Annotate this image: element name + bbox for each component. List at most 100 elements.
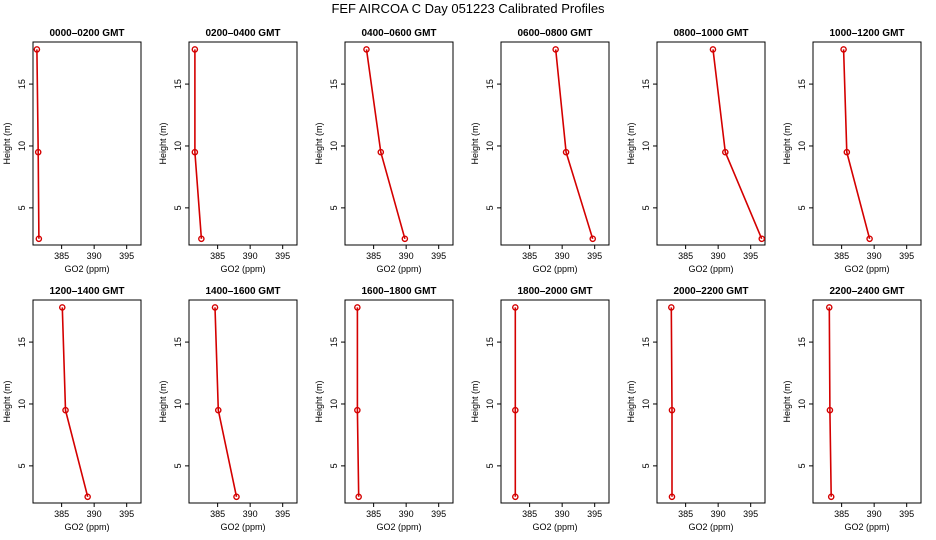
y-axis-label: Height (m) [158, 380, 168, 422]
series-line [214, 307, 238, 497]
profile-panel: 0800–1000 GMT 385 390 395 5 10 15 GO2 (ppm) Heig… [626, 28, 766, 274]
panel-title: 2000–2200 GMT [673, 286, 748, 297]
x-tick-label: 395 [899, 251, 914, 261]
x-tick-label: 385 [210, 251, 225, 261]
x-tick-label: 390 [555, 251, 570, 261]
plot-frame [344, 41, 454, 246]
data-point [58, 304, 66, 311]
x-tick-label: 395 [899, 509, 914, 519]
x-axis-label: GO2 (ppm) [220, 522, 265, 532]
x-axis-label: GO2 (ppm) [64, 264, 109, 274]
x-tick-label: 395 [119, 509, 134, 519]
panel-title: 1800–2000 GMT [517, 286, 592, 297]
y-tick-label: 10 [641, 141, 651, 151]
x-tick-label: 395 [431, 509, 446, 519]
y-tick-label: 10 [797, 399, 807, 409]
y-tick-label: 5 [173, 463, 183, 468]
x-tick-label: 390 [711, 251, 726, 261]
y-tick-label: 5 [329, 463, 339, 468]
x-tick-label: 395 [743, 509, 758, 519]
y-tick-label: 5 [797, 205, 807, 210]
y-tick-label: 10 [641, 399, 651, 409]
x-tick-label: 395 [431, 251, 446, 261]
y-axis-label: Height (m) [470, 380, 480, 422]
plot-frame [500, 299, 610, 504]
profile-panel: 1800–2000 GMT 385 390 395 5 10 15 GO2 (ppm) Heig… [470, 286, 610, 532]
data-point [589, 235, 597, 243]
panel-title: 0200–0400 GMT [205, 28, 280, 39]
plot-frame [188, 299, 298, 504]
plot-frame [344, 299, 454, 504]
y-axis-label: Height (m) [314, 122, 324, 164]
data-point [562, 148, 570, 156]
x-tick-label: 385 [522, 509, 537, 519]
y-axis-label: Height (m) [626, 380, 636, 422]
x-tick-label: 390 [711, 509, 726, 519]
y-tick-label: 15 [797, 337, 807, 347]
x-tick-label: 390 [555, 509, 570, 519]
x-axis-label: GO2 (ppm) [64, 522, 109, 532]
data-point [401, 235, 409, 243]
data-point [233, 493, 240, 501]
x-axis-label: GO2 (ppm) [844, 522, 889, 532]
data-point [866, 235, 873, 243]
data-point [827, 493, 835, 501]
series-line [356, 307, 360, 497]
x-tick-label: 385 [366, 251, 381, 261]
y-tick-label: 5 [485, 205, 495, 210]
panel-title: 0600–0800 GMT [517, 28, 592, 39]
x-tick-label: 390 [87, 509, 102, 519]
plot-frame [32, 299, 142, 504]
x-tick-label: 390 [867, 251, 882, 261]
data-point [758, 235, 766, 243]
panel-title: 0400–0600 GMT [361, 28, 436, 39]
y-tick-label: 5 [17, 463, 27, 468]
data-point [62, 406, 69, 414]
y-axis-label: Height (m) [2, 380, 12, 422]
plot-frame [500, 41, 610, 246]
data-point [363, 46, 370, 53]
plot-frame [812, 299, 922, 504]
x-tick-label: 385 [210, 509, 225, 519]
plot-frame [656, 41, 766, 246]
x-axis-label: GO2 (ppm) [844, 264, 889, 274]
y-tick-label: 5 [485, 463, 495, 468]
x-tick-label: 390 [243, 251, 258, 261]
data-point [35, 235, 43, 243]
x-tick-label: 385 [366, 509, 381, 519]
profile-panel: 0200–0400 GMT 385 390 395 5 10 15 GO2 (ppm) Heig… [158, 28, 298, 274]
y-tick-label: 5 [641, 463, 651, 468]
data-point [512, 406, 519, 414]
series-line [365, 49, 406, 240]
data-point [668, 493, 676, 501]
panel-title: 2200–2400 GMT [829, 286, 904, 297]
y-tick-label: 10 [485, 141, 495, 151]
series-line [842, 49, 871, 240]
y-axis-label: Height (m) [470, 122, 480, 164]
x-tick-label: 390 [399, 251, 414, 261]
figure-title: FEF AIRCOA C Day 051223 Calibrated Profi… [331, 1, 605, 16]
x-tick-label: 390 [399, 509, 414, 519]
series-line [194, 49, 203, 239]
y-tick-label: 5 [641, 205, 651, 210]
x-tick-label: 385 [834, 509, 849, 519]
x-tick-label: 395 [587, 251, 602, 261]
y-tick-label: 5 [329, 205, 339, 210]
x-axis-label: GO2 (ppm) [532, 522, 577, 532]
x-tick-label: 385 [678, 509, 693, 519]
panel-title: 1400–1600 GMT [205, 286, 280, 297]
x-tick-label: 395 [275, 509, 290, 519]
y-tick-label: 10 [329, 141, 339, 151]
profile-panel: 2000–2200 GMT 385 390 395 5 10 15 GO2 (ppm) Heig… [626, 286, 766, 532]
y-tick-label: 15 [17, 79, 27, 89]
data-point [214, 406, 222, 414]
x-axis-label: GO2 (ppm) [376, 264, 421, 274]
y-tick-label: 15 [485, 337, 495, 347]
series-line [554, 49, 594, 240]
x-tick-label: 390 [867, 509, 882, 519]
data-point [512, 493, 519, 501]
y-tick-label: 15 [173, 337, 183, 347]
x-tick-label: 390 [87, 251, 102, 261]
x-tick-label: 390 [243, 509, 258, 519]
profile-panel: 1200–1400 GMT 385 390 395 5 10 15 GO2 (ppm) Heig… [2, 286, 142, 532]
